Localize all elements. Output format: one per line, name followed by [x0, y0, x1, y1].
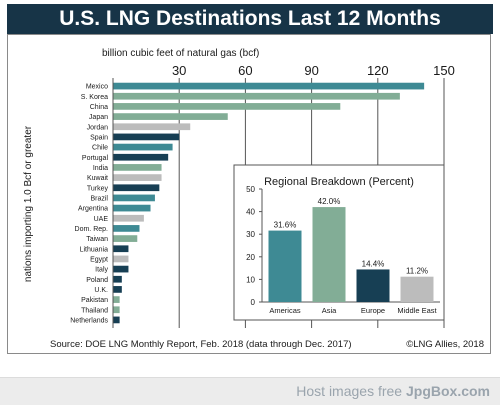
- category-label: Poland: [86, 277, 108, 284]
- bar-china: [113, 103, 341, 110]
- inset-y-tick-label: 20: [246, 253, 255, 262]
- category-label: India: [93, 165, 108, 172]
- inset-data-label: 42.0%: [318, 197, 341, 206]
- bar-kuwait: [113, 174, 162, 181]
- category-label: UAE: [94, 216, 109, 223]
- inset-data-label: 31.6%: [274, 221, 297, 230]
- category-label: Kuwait: [87, 175, 108, 182]
- bar-mexico: [113, 82, 425, 90]
- x-tick-label: 120: [367, 63, 389, 78]
- bar-turkey: [113, 184, 160, 192]
- category-label: Chile: [92, 145, 108, 152]
- category-label: U.K.: [94, 287, 108, 294]
- inset-bar-europe: [356, 269, 390, 302]
- bar-egypt: [113, 255, 129, 263]
- inset-category-label: Middle East: [397, 306, 437, 315]
- bar-thailand: [113, 306, 120, 314]
- bar-netherlands: [113, 316, 120, 324]
- category-label: Mexico: [86, 84, 108, 91]
- inset-category-label: Europe: [361, 306, 385, 315]
- inset-y-tick-label: 40: [246, 208, 255, 217]
- watermark-text: Host images free: [296, 383, 406, 399]
- inset-y-tick-label: 30: [246, 230, 255, 239]
- inset-bar-asia: [312, 207, 346, 302]
- bar-jordan: [113, 123, 191, 131]
- main-category-labels: Mexico S. Korea China Japan Jordan Spain Chile…: [70, 84, 108, 325]
- main-tick-labels: 30 60 90 120 150: [172, 63, 455, 78]
- bar-poland: [113, 275, 122, 283]
- inset-tick-labels: 0 10 20 30 40 50: [246, 185, 262, 307]
- category-label: Argentina: [78, 206, 108, 213]
- bar-argentina: [113, 204, 151, 212]
- bar-lithuania: [113, 245, 129, 253]
- inset-category-label: Americas: [269, 306, 301, 315]
- inset-bars: 31.6% Americas 42.0% Asia 14.4% Europe 11.2% Mi…: [268, 197, 438, 315]
- bar-taiwan: [113, 235, 138, 242]
- category-label: Spain: [90, 134, 108, 141]
- inset-title: Regional Breakdown (Percent): [264, 176, 414, 188]
- bar-italy: [113, 265, 129, 273]
- category-label: Turkey: [87, 185, 109, 192]
- inset-category-label: Asia: [322, 306, 337, 315]
- inset-bar-middle-east: [400, 276, 434, 302]
- inset-y-tick-label: 10: [246, 275, 255, 284]
- inset-y-tick-label: 50: [246, 185, 255, 194]
- bar-dom-rep-: [113, 225, 140, 232]
- chart-canvas: billion cubic feet of natural gas (bcf) …: [23, 48, 484, 350]
- bar-s-korea: [113, 92, 400, 100]
- x-axis-label: billion cubic feet of natural gas (bcf): [102, 48, 259, 59]
- bar-brazil: [113, 194, 155, 202]
- category-label: Portugal: [82, 155, 109, 162]
- source-note: Source: DOE LNG Monthly Report, Feb. 201…: [50, 339, 352, 350]
- category-label: Pakistan: [81, 297, 108, 304]
- category-label: Brazil: [90, 195, 108, 202]
- y-axis-label: nations importing 1.0 Bcf or greater: [23, 125, 34, 282]
- category-label: Egypt: [90, 256, 108, 263]
- category-label: Dom. Rep.: [75, 226, 109, 233]
- inset-data-label: 11.2%: [406, 267, 428, 276]
- inset-y-tick-label: 0: [251, 298, 256, 307]
- bar-u-k-: [113, 286, 122, 293]
- watermark: Host images free JpgBox.com: [296, 383, 490, 399]
- chart-frame: [7, 34, 491, 354]
- category-label: Italy: [95, 267, 108, 274]
- x-tick-label: 90: [304, 63, 318, 78]
- footer-bar: Host images free JpgBox.com: [0, 377, 500, 405]
- bar-chile: [113, 143, 173, 151]
- category-label: Lithuania: [80, 246, 109, 253]
- bar-spain: [113, 133, 180, 141]
- x-tick-label: 30: [172, 63, 186, 78]
- x-tick-label: 150: [433, 63, 455, 78]
- copyright-note: ©LNG Allies, 2018: [406, 339, 484, 350]
- x-tick-label: 60: [238, 63, 252, 78]
- category-label: S. Korea: [81, 94, 108, 101]
- category-label: Japan: [89, 114, 108, 121]
- main-bars: [113, 82, 425, 324]
- bar-portugal: [113, 153, 169, 161]
- category-label: Taiwan: [86, 236, 108, 243]
- bar-india: [113, 164, 162, 171]
- watermark-brand: JpgBox.com: [405, 383, 490, 399]
- category-label: China: [90, 104, 108, 111]
- chart-title: U.S. LNG Destinations Last 12 Months: [7, 4, 493, 34]
- category-label: Netherlands: [70, 317, 108, 324]
- category-label: Thailand: [81, 307, 108, 314]
- inset-data-label: 14.4%: [362, 259, 385, 268]
- inset-bar-americas: [268, 230, 302, 302]
- bar-japan: [113, 113, 228, 120]
- bar-pakistan: [113, 296, 120, 303]
- category-label: Jordan: [87, 124, 109, 131]
- bar-uae: [113, 214, 144, 222]
